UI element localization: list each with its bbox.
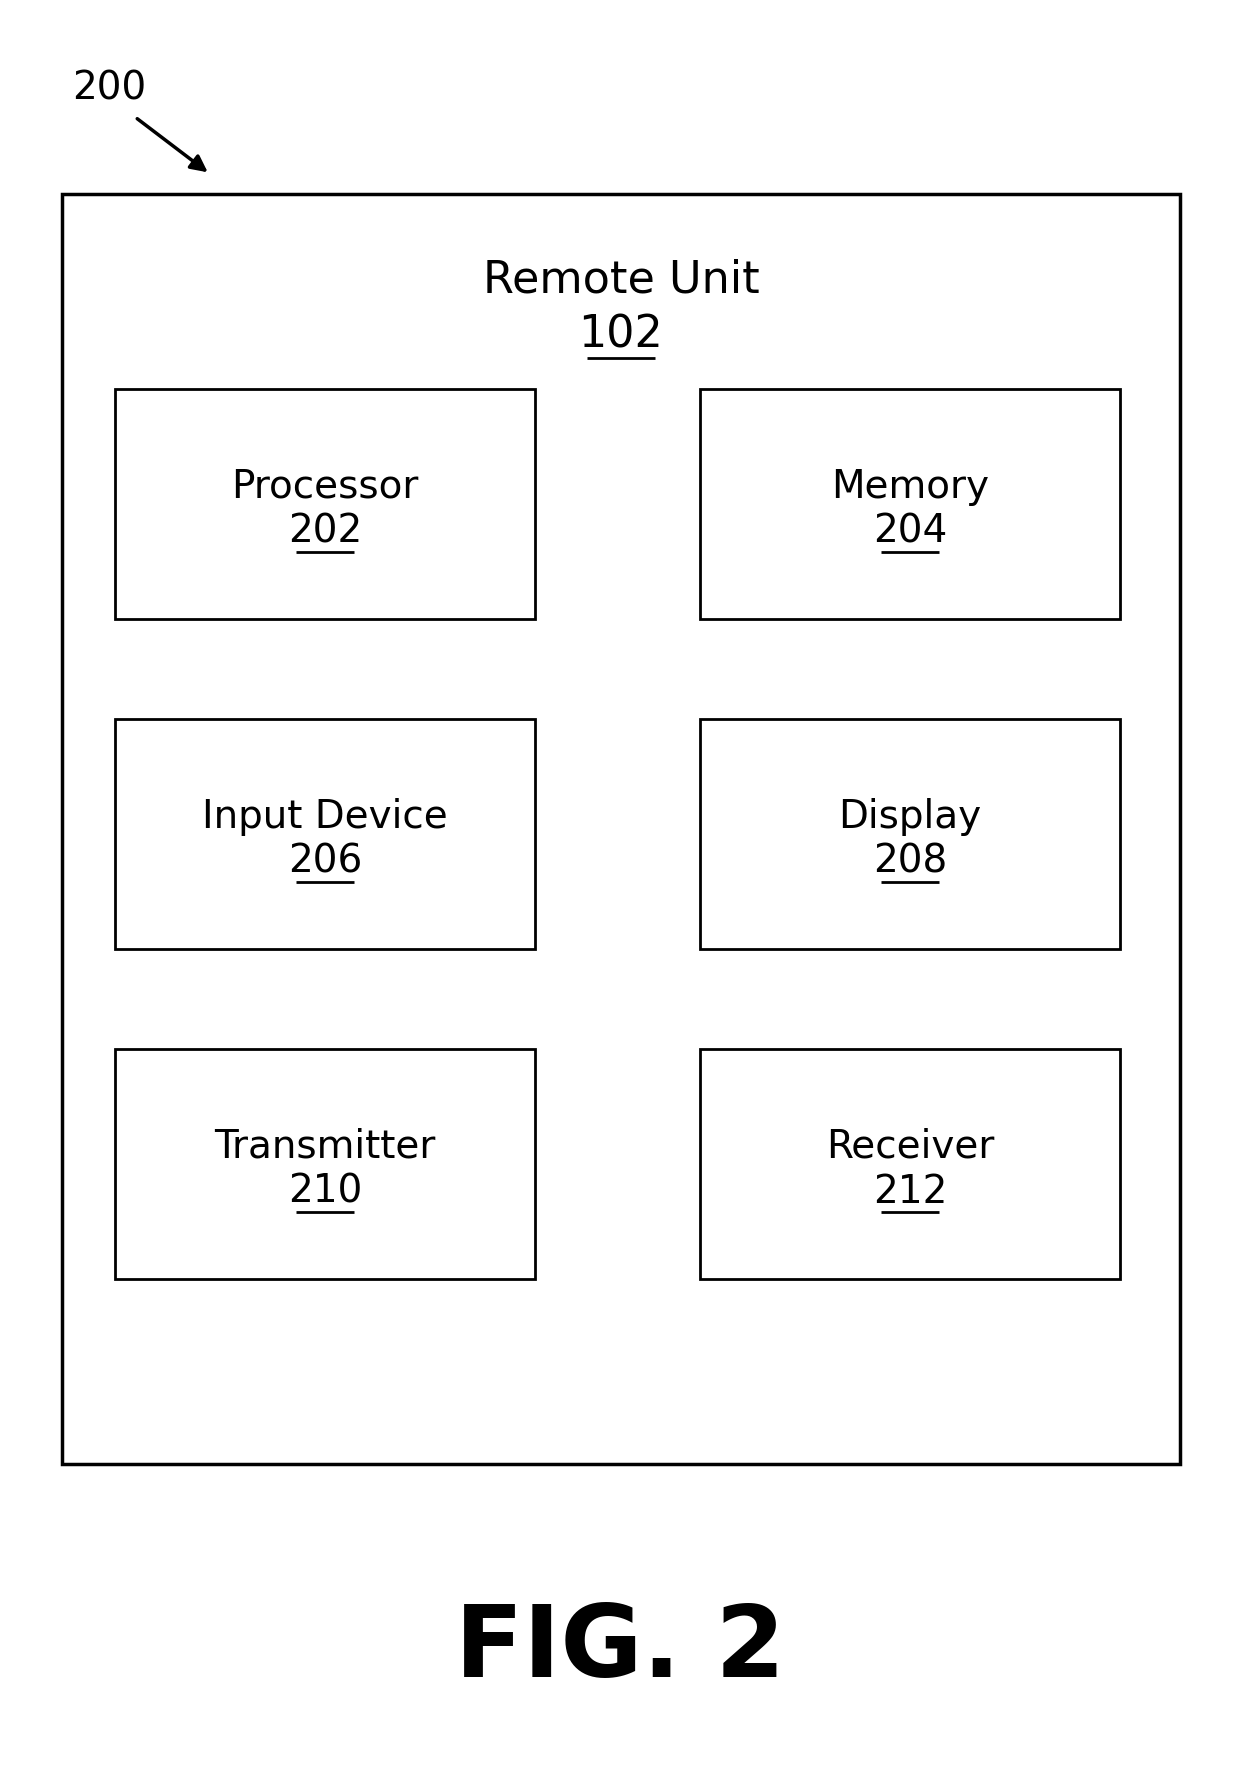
Text: Processor: Processor (232, 467, 419, 506)
Text: Remote Unit: Remote Unit (482, 258, 759, 301)
Bar (701, 390, 1120, 620)
Text: 206: 206 (288, 843, 362, 880)
Text: 208: 208 (873, 843, 947, 880)
Text: 210: 210 (288, 1173, 362, 1210)
Text: Transmitter: Transmitter (215, 1128, 435, 1165)
Text: 204: 204 (873, 513, 947, 551)
Text: Memory: Memory (831, 467, 990, 506)
Bar (115, 390, 534, 620)
Text: Receiver: Receiver (826, 1128, 994, 1165)
Text: 202: 202 (288, 513, 362, 551)
Text: Display: Display (838, 798, 982, 836)
Bar (115, 720, 534, 950)
Bar (62, 194, 1180, 1465)
Text: 102: 102 (579, 314, 663, 356)
Bar (701, 720, 1120, 950)
Bar (701, 1050, 1120, 1279)
Text: Input Device: Input Device (202, 798, 448, 836)
Text: 212: 212 (873, 1173, 947, 1210)
Bar (115, 1050, 534, 1279)
Text: FIG. 2: FIG. 2 (455, 1600, 785, 1698)
Text: 200: 200 (72, 69, 146, 107)
